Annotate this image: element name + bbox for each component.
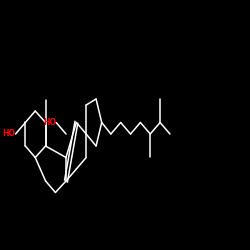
Text: HO: HO <box>43 118 56 127</box>
Text: HO: HO <box>2 130 16 138</box>
